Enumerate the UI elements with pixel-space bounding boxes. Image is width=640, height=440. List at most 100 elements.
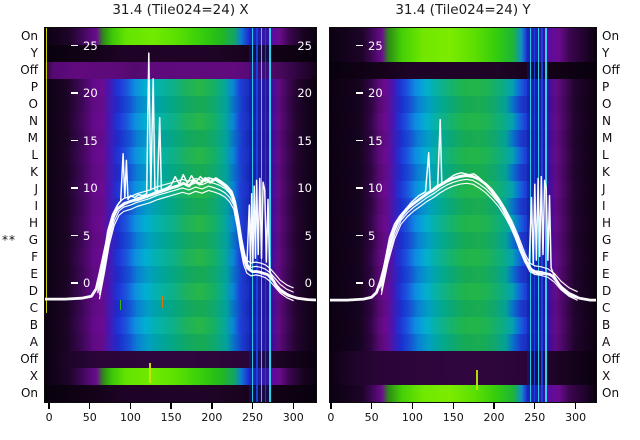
artifact-mark <box>119 300 122 310</box>
y-tick-mark <box>356 282 363 284</box>
y-tick-label: 10 <box>83 181 98 195</box>
x-tick-label: 100 <box>119 411 141 424</box>
x-tick-label: 250 <box>242 411 264 424</box>
y-tick-mark <box>356 139 363 142</box>
row-label: Off <box>602 63 620 77</box>
row-label: O <box>28 97 38 111</box>
heatmap-row <box>45 164 316 182</box>
x-tick-mark <box>89 403 91 409</box>
row-label: X <box>29 369 38 383</box>
x-tick-label: 200 <box>483 411 505 424</box>
x-tick-mark <box>129 403 132 409</box>
artifact-mark <box>45 28 47 313</box>
row-label: C <box>602 301 611 315</box>
row-label: K <box>30 165 38 179</box>
x-tick-mark <box>48 403 50 409</box>
x-tick-label: 50 <box>82 411 97 424</box>
x-tick-label: 50 <box>364 411 379 424</box>
row-label: B <box>29 318 38 332</box>
row-label: N <box>602 114 611 128</box>
trace-bundle <box>98 181 294 293</box>
heatmap-row <box>45 198 316 216</box>
row-label: M <box>27 131 38 145</box>
right-panel-title: 31.4 (Tile024=24) Y <box>395 2 531 18</box>
heatmap-panel-x: 25 25 20 20 15 15 10 10 5 5 0 0 <box>45 28 316 402</box>
artifact-mark <box>425 28 428 58</box>
row-label: Off <box>20 352 38 366</box>
row-label: Off <box>602 352 620 366</box>
x-tick-mark <box>452 403 454 409</box>
y-tick-label: 15 <box>368 133 383 148</box>
y-tick-mark <box>71 187 78 189</box>
y-tick-label: 0 <box>83 276 91 290</box>
x-tick-label: 100 <box>401 411 423 424</box>
stripe-line <box>269 28 271 402</box>
row-label: F <box>31 250 38 264</box>
heatmap-row <box>45 283 316 301</box>
row-label: On <box>20 29 38 43</box>
trace-spiky <box>379 118 577 298</box>
heatmap-row <box>45 113 316 131</box>
row-label: C <box>29 301 38 315</box>
row-label: Y <box>30 46 38 60</box>
row-label: G <box>602 233 612 247</box>
x-tick-label: 200 <box>201 411 223 424</box>
y-tick-mark <box>71 234 78 237</box>
row-label: I <box>602 199 606 213</box>
row-label: L <box>602 148 609 162</box>
row-label: J <box>602 182 606 196</box>
heatmap-row <box>45 130 316 148</box>
heatmap-row <box>45 351 316 369</box>
left-panel-title: 31.4 (Tile024=24) X <box>112 2 249 18</box>
artifact-mark <box>161 296 164 308</box>
x-tick-mark <box>534 403 536 409</box>
y-tick-label: 20 <box>368 86 383 100</box>
row-label: B <box>602 318 611 332</box>
row-label: O <box>602 97 612 111</box>
stripe-line <box>545 28 547 402</box>
x-tick-label: 0 <box>327 411 335 424</box>
heatmap-row <box>45 62 316 80</box>
row-label: I <box>34 199 38 213</box>
stripe-line <box>260 28 263 402</box>
row-label: E <box>30 267 38 281</box>
row-label: A <box>602 335 611 349</box>
row-label: On <box>602 29 620 43</box>
x-tick-mark <box>574 403 577 409</box>
row-label: G <box>28 233 38 247</box>
trace-bundle <box>380 174 578 293</box>
y-tick-mark <box>356 234 363 237</box>
y-tick-mark <box>356 92 363 94</box>
heatmap-row <box>45 334 316 352</box>
y-tick-label: 10 <box>297 181 312 195</box>
trace-bundle <box>98 189 294 302</box>
row-label: Y <box>602 46 610 60</box>
x-tick-mark <box>493 403 495 409</box>
row-label: X <box>602 369 611 383</box>
y-tick-label: 5 <box>368 228 376 243</box>
y-tick-label: 25 <box>368 38 383 53</box>
row-label: H <box>602 216 612 230</box>
heatmap-row <box>45 181 316 199</box>
row-label: H <box>28 216 38 230</box>
trace-bundle <box>98 177 294 289</box>
y-tick-label: 25 <box>83 38 98 53</box>
x-tick-mark <box>170 403 172 409</box>
heatmap-row <box>45 28 316 46</box>
y-tick-label: 20 <box>297 86 312 100</box>
x-tick-mark <box>370 403 373 409</box>
y-tick-mark <box>71 139 78 142</box>
x-tick-label: 150 <box>442 411 464 424</box>
row-label: K <box>602 165 610 179</box>
y-tick-label: 0 <box>304 276 312 290</box>
y-tick-label: 25 <box>297 38 312 53</box>
x-tick-label: 250 <box>524 411 546 424</box>
row-label: E <box>602 267 610 281</box>
x-tick-mark <box>251 403 254 409</box>
row-label: A <box>29 335 38 349</box>
heatmap-row <box>45 368 316 386</box>
row-label: D <box>602 284 612 298</box>
y-tick-label: 20 <box>83 86 98 100</box>
trace-bundle <box>380 182 578 301</box>
heatmap-row <box>45 96 316 114</box>
